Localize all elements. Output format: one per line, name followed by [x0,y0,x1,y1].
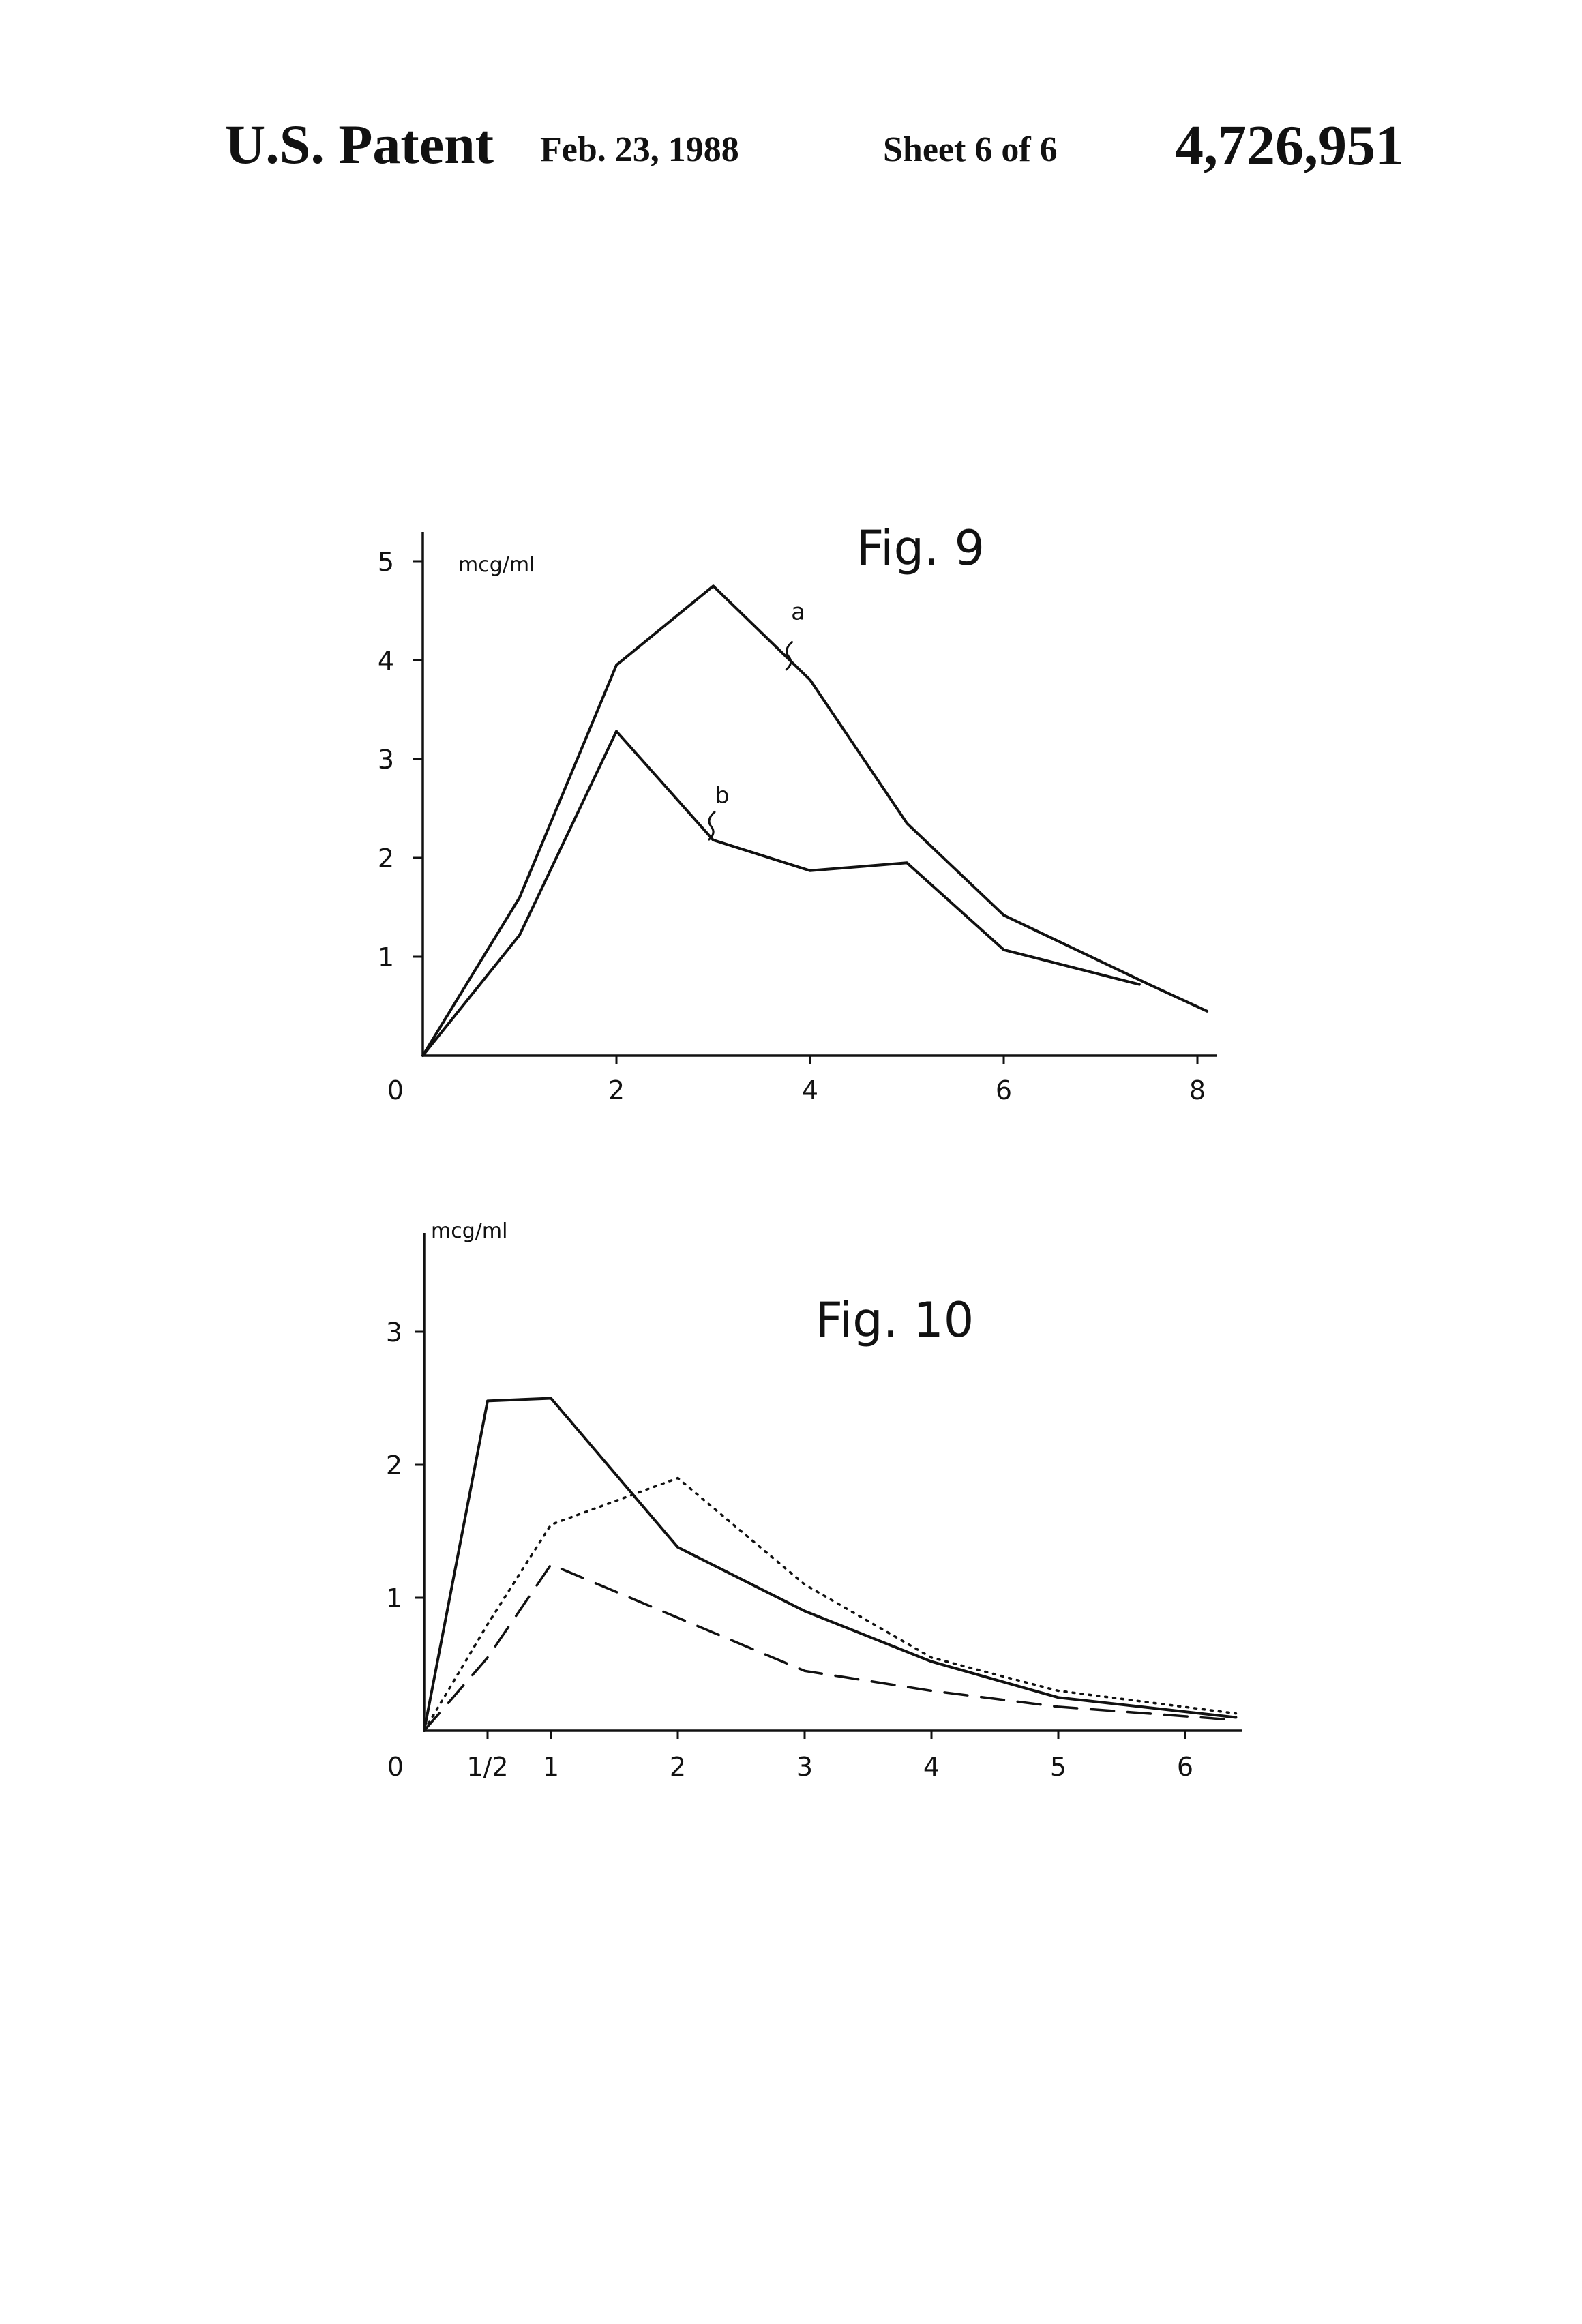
fig9-y-tick-label: 3 [378,745,394,775]
fig10-y-unit-label: mcg/ml [431,1219,507,1243]
fig10-title: Fig. 10 [816,1292,974,1348]
fig10-series-solid-line [424,1399,1236,1731]
fig9-series-a-label: a [791,599,805,626]
fig9-series-b-line [423,731,1139,1056]
fig9-y-tick-label: 4 [378,646,394,676]
fig10-series-dashed-line [424,1564,1236,1731]
fig10-origin-label: 0 [387,1752,404,1782]
fig9-x-tick-label: 2 [608,1075,625,1105]
fig9-title: Fig. 9 [856,520,985,576]
fig9-x-tick-label: 8 [1189,1075,1206,1105]
fig9-series-b-label: b [715,782,730,809]
fig10-y-tick-label: 1 [386,1583,402,1613]
fig10-x-tick-label: 3 [796,1752,813,1782]
fig9-series-a-line [423,586,1207,1056]
fig10-x-tick-label: 1/2 [466,1752,508,1782]
fig9-x-tick-label: 4 [802,1075,818,1105]
fig10-x-tick-label: 6 [1177,1752,1193,1782]
fig10-x-tick-label: 2 [670,1752,686,1782]
fig10-y-tick-label: 3 [386,1317,402,1347]
fig10-y-tick-label: 2 [386,1450,402,1480]
fig9-y-tick-label: 5 [378,547,394,577]
fig9-y-unit-label: mcg/ml [458,553,535,577]
fig10-x-tick-label: 5 [1050,1752,1066,1782]
fig9-series-a-leader [786,642,793,670]
fig9-x-tick-label: 6 [996,1075,1012,1105]
fig10-series-dotted-line [424,1478,1236,1731]
fig10-x-tick-label: 4 [923,1752,940,1782]
fig9-y-tick-label: 2 [378,844,394,874]
fig9-y-tick-label: 1 [378,942,394,972]
fig10-x-tick-label: 1 [543,1752,559,1782]
fig9-origin-label: 0 [387,1075,404,1105]
